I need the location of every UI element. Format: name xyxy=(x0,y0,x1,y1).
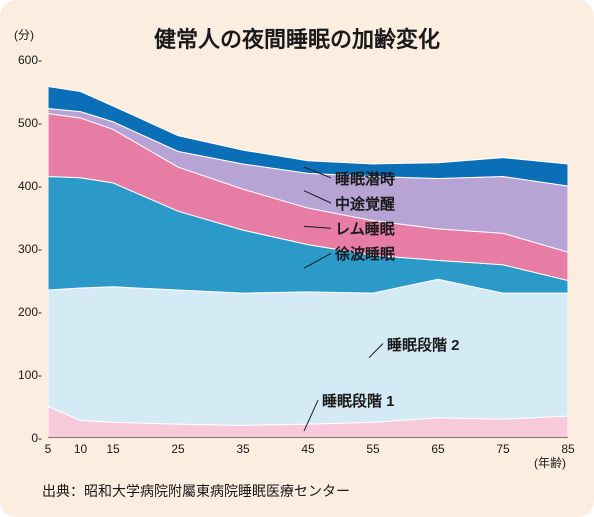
xtick: 75 xyxy=(496,442,509,456)
xtick: 15 xyxy=(106,442,119,456)
xtick: 10 xyxy=(74,442,87,456)
y-axis-unit: (分) xyxy=(14,26,34,43)
xtick: 55 xyxy=(366,442,379,456)
xtick: 35 xyxy=(236,442,249,456)
series-label: 徐波睡眠 xyxy=(335,243,395,264)
ytick: 200- xyxy=(12,305,42,319)
ytick: 300- xyxy=(12,242,42,256)
ytick: 500- xyxy=(12,116,42,130)
ytick: 0- xyxy=(12,431,42,445)
series-label: 中途覚醒 xyxy=(335,193,395,214)
xtick: 5 xyxy=(45,442,52,456)
series-label: レム睡眠 xyxy=(335,218,395,239)
source-text: 出典：昭和大学病院附屬東病院睡眠医療センター xyxy=(42,481,350,501)
xtick: 65 xyxy=(431,442,444,456)
ytick: 400- xyxy=(12,179,42,193)
x-axis-unit: (年齢) xyxy=(534,454,566,471)
ytick: 100- xyxy=(12,368,42,382)
chart-title: 健常人の夜間睡眠の加齢変化 xyxy=(0,22,594,54)
series-label: 睡眠段階 1 xyxy=(322,390,395,411)
area-1 xyxy=(48,279,568,425)
xtick: 25 xyxy=(171,442,184,456)
plot-area: 0-100-200-300-400-500-600-51015253545556… xyxy=(48,60,568,438)
series-label: 睡眠潜時 xyxy=(335,168,395,189)
ytick: 600- xyxy=(12,53,42,67)
area-chart-svg xyxy=(48,60,568,438)
series-label: 睡眠段階 2 xyxy=(387,334,460,355)
xtick: 45 xyxy=(301,442,314,456)
chart-container: 健常人の夜間睡眠の加齢変化 (分) 0-100-200-300-400-500-… xyxy=(0,0,594,517)
